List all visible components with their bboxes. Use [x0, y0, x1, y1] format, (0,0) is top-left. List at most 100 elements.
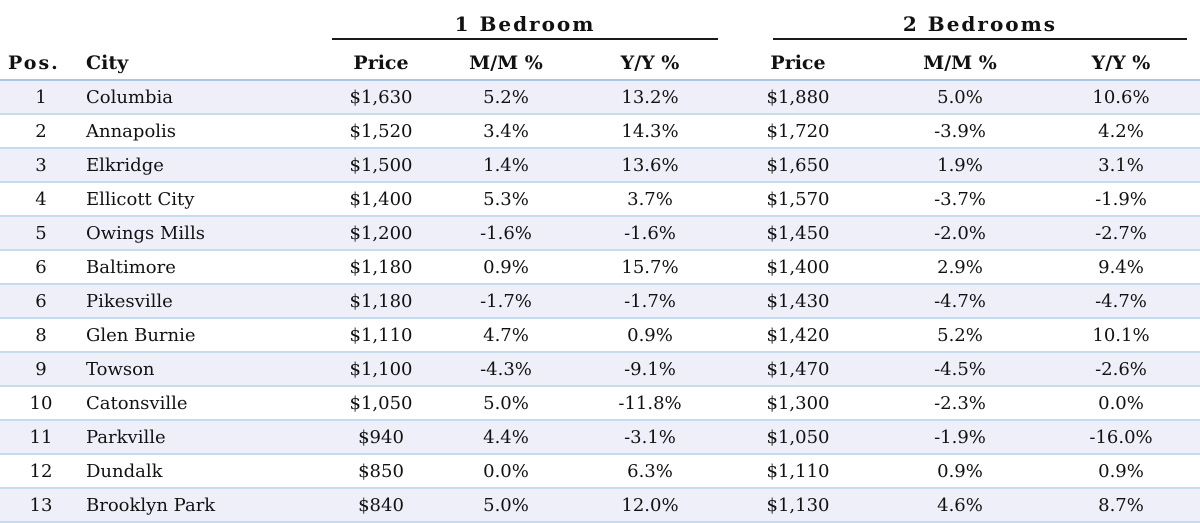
table-row: 8 Glen Burnie $1,110 4.7% 0.9% $1,420 5.2% 10.1… [0, 318, 1200, 353]
cell-mm-1br: 5.0% [430, 386, 582, 421]
cell-yy-1br: -3.1% [582, 420, 718, 455]
header-row: Pos. City Price M/M % Y/Y % Price M/M % … [0, 46, 1200, 81]
cell-mm-1br: -4.3% [430, 352, 582, 387]
cell-pos: 6 [0, 250, 82, 285]
cell-mm-2br: -2.3% [878, 386, 1042, 421]
cell-yy-2br: -2.6% [1042, 352, 1200, 387]
cell-mm-2br: 5.0% [878, 80, 1042, 115]
cell-price-2br: $1,300 [718, 386, 878, 421]
cell-price-1br: $1,050 [332, 386, 430, 421]
cell-price-2br: $1,400 [718, 250, 878, 285]
cell-mm-2br: -1.9% [878, 420, 1042, 455]
table-row: 6 Pikesville $1,180 -1.7% -1.7% $1,430 -4.7% -4… [0, 284, 1200, 319]
cell-price-2br: $1,110 [718, 454, 878, 489]
cell-pos: 1 [0, 80, 82, 115]
cell-yy-1br: 6.3% [582, 454, 718, 489]
cell-mm-1br: 4.7% [430, 318, 582, 353]
cell-yy-2br: 4.2% [1042, 114, 1200, 149]
cell-yy-1br: 3.7% [582, 182, 718, 217]
column-header-mm-1br: M/M % [430, 46, 582, 81]
group-header-2-bedrooms: 2 Bedrooms [773, 10, 1187, 40]
cell-pos: 6 [0, 284, 82, 319]
cell-price-2br: $1,650 [718, 148, 878, 183]
table-row: 12 Dundalk $850 0.0% 6.3% $1,110 0.9% 0.9% [0, 454, 1200, 489]
table-row: 1 Columbia $1,630 5.2% 13.2% $1,880 5.0% 10.6% [0, 80, 1200, 115]
cell-yy-1br: 13.6% [582, 148, 718, 183]
cell-mm-1br: 4.4% [430, 420, 582, 455]
cell-yy-1br: 0.9% [582, 318, 718, 353]
cell-yy-1br: -1.7% [582, 284, 718, 319]
group-header-rule [332, 38, 718, 40]
cell-price-1br: $1,110 [332, 318, 430, 353]
cell-city: Baltimore [82, 250, 332, 285]
group-header-rule [773, 38, 1187, 40]
column-header-mm-2br: M/M % [878, 46, 1042, 81]
cell-price-1br: $850 [332, 454, 430, 489]
cell-pos: 4 [0, 182, 82, 217]
cell-price-2br: $1,570 [718, 182, 878, 217]
cell-price-2br: $1,470 [718, 352, 878, 387]
cell-price-1br: $1,630 [332, 80, 430, 115]
cell-city: Catonsville [82, 386, 332, 421]
cell-price-1br: $1,180 [332, 284, 430, 319]
cell-yy-2br: 0.0% [1042, 386, 1200, 421]
table-row: 4 Ellicott City $1,400 5.3% 3.7% $1,570 -3.7% -… [0, 182, 1200, 217]
cell-price-2br: $1,880 [718, 80, 878, 115]
cell-yy-2br: -2.7% [1042, 216, 1200, 251]
cell-price-1br: $1,520 [332, 114, 430, 149]
column-header-pos: Pos. [0, 46, 82, 81]
cell-yy-2br: -16.0% [1042, 420, 1200, 455]
cell-yy-2br: 10.1% [1042, 318, 1200, 353]
cell-city: Towson [82, 352, 332, 387]
cell-price-1br: $1,180 [332, 250, 430, 285]
column-header-price-1br: Price [332, 46, 430, 81]
cell-mm-2br: -4.5% [878, 352, 1042, 387]
cell-yy-1br: 14.3% [582, 114, 718, 149]
cell-price-2br: $1,720 [718, 114, 878, 149]
cell-mm-2br: -2.0% [878, 216, 1042, 251]
cell-mm-1br: 5.2% [430, 80, 582, 115]
cell-yy-1br: 13.2% [582, 80, 718, 115]
cell-pos: 2 [0, 114, 82, 149]
cell-city: Annapolis [82, 114, 332, 149]
cell-yy-1br: -11.8% [582, 386, 718, 421]
cell-mm-2br: -3.9% [878, 114, 1042, 149]
cell-mm-1br: 3.4% [430, 114, 582, 149]
cell-yy-2br: 9.4% [1042, 250, 1200, 285]
cell-mm-2br: -3.7% [878, 182, 1042, 217]
cell-yy-2br: 10.6% [1042, 80, 1200, 115]
cell-pos: 3 [0, 148, 82, 183]
table-row: 9 Towson $1,100 -4.3% -9.1% $1,470 -4.5% -2.6% [0, 352, 1200, 387]
rent-table: Pos. City Price M/M % Y/Y % Price M/M % … [0, 46, 1200, 523]
cell-price-2br: $1,420 [718, 318, 878, 353]
cell-mm-1br: 5.3% [430, 182, 582, 217]
cell-price-2br: $1,430 [718, 284, 878, 319]
cell-pos: 10 [0, 386, 82, 421]
table-row: 2 Annapolis $1,520 3.4% 14.3% $1,720 -3.9% 4.2% [0, 114, 1200, 149]
cell-mm-2br: 2.9% [878, 250, 1042, 285]
column-header-price-2br: Price [718, 46, 878, 81]
table-row: 5 Owings Mills $1,200 -1.6% -1.6% $1,450 -2.0%… [0, 216, 1200, 251]
cell-city: Ellicott City [82, 182, 332, 217]
cell-mm-2br: 5.2% [878, 318, 1042, 353]
cell-city: Parkville [82, 420, 332, 455]
table-row: 3 Elkridge $1,500 1.4% 13.6% $1,650 1.9% 3.1% [0, 148, 1200, 183]
cell-pos: 11 [0, 420, 82, 455]
cell-yy-2br: -4.7% [1042, 284, 1200, 319]
column-header-yy-2br: Y/Y % [1042, 46, 1200, 81]
table-row: 11 Parkville $940 4.4% -3.1% $1,050 -1.9% -16.0… [0, 420, 1200, 455]
cell-yy-2br: 0.9% [1042, 454, 1200, 489]
group-header-label: 1 Bedroom [454, 12, 596, 36]
cell-mm-1br: 0.0% [430, 454, 582, 489]
cell-city: Pikesville [82, 284, 332, 319]
cell-pos: 12 [0, 454, 82, 489]
cell-yy-2br: 3.1% [1042, 148, 1200, 183]
cell-pos: 9 [0, 352, 82, 387]
cell-mm-1br: -1.6% [430, 216, 582, 251]
cell-yy-2br: -1.9% [1042, 182, 1200, 217]
cell-price-1br: $1,200 [332, 216, 430, 251]
cell-price-1br: $1,400 [332, 182, 430, 217]
cell-price-1br: $1,100 [332, 352, 430, 387]
table-row: 10 Catonsville $1,050 5.0% -11.8% $1,300 -2.3%… [0, 386, 1200, 421]
group-header-label: 2 Bedrooms [902, 12, 1058, 36]
